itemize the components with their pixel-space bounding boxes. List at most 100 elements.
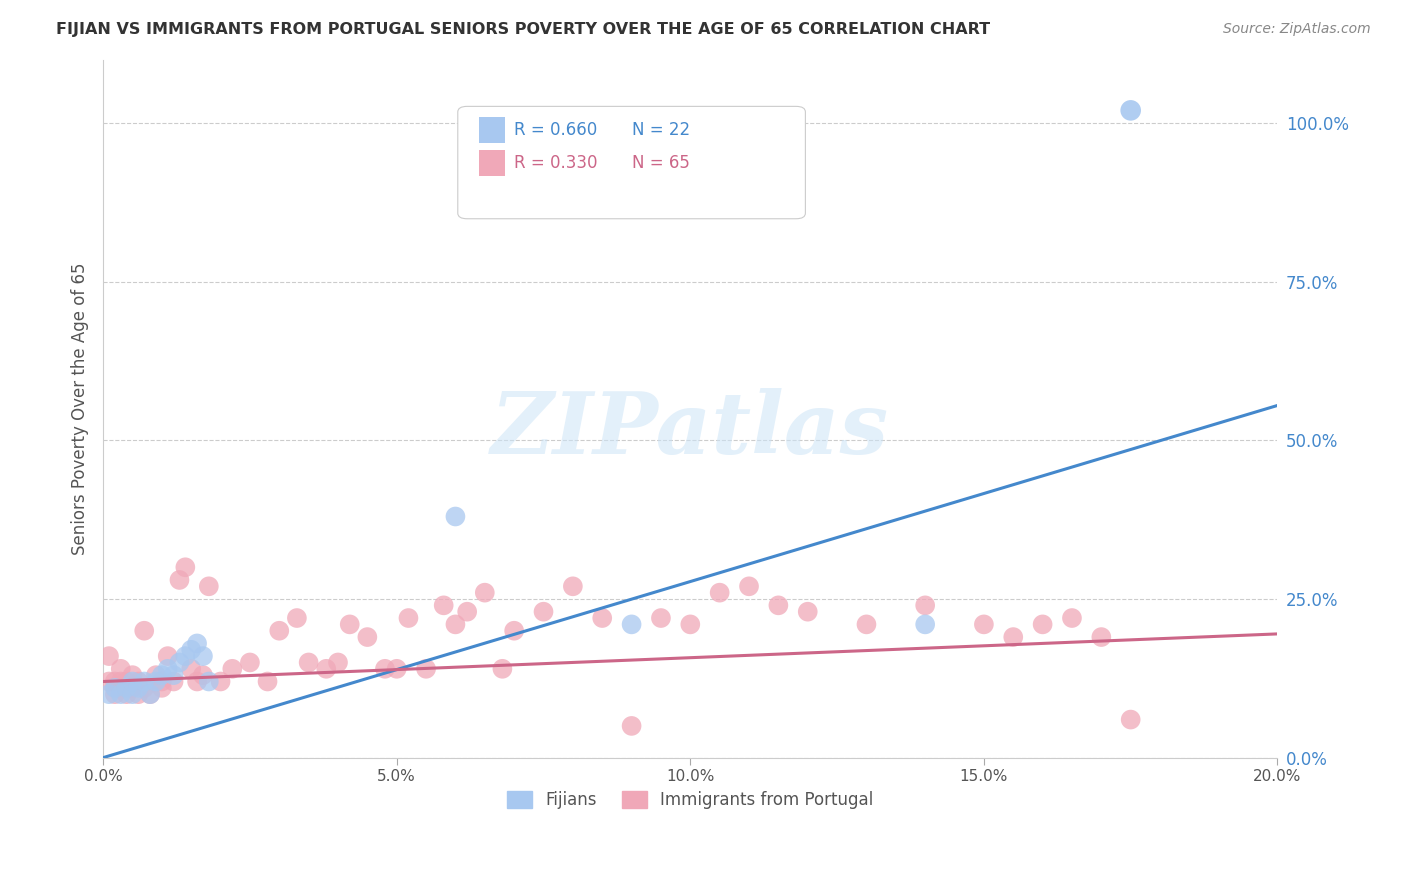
Point (239, 656, 262, 670)
Point (134, 674, 156, 689)
Point (855, 617, 877, 632)
FancyBboxPatch shape (458, 106, 806, 219)
Point (180, 662, 202, 676)
Point (145, 674, 167, 689)
Point (174, 560, 197, 574)
Text: Source: ZipAtlas.com: Source: ZipAtlas.com (1223, 22, 1371, 37)
Point (191, 668, 214, 682)
Point (127, 687, 149, 701)
Text: R = 0.330: R = 0.330 (515, 154, 598, 172)
Point (444, 509, 467, 524)
Point (650, 611, 672, 625)
Point (156, 662, 179, 676)
Point (591, 611, 613, 625)
Point (456, 605, 478, 619)
Point (679, 617, 702, 632)
Point (221, 662, 243, 676)
Point (169, 573, 191, 587)
Text: ZIPatlas: ZIPatlas (491, 388, 890, 471)
Text: N = 22: N = 22 (631, 121, 690, 139)
FancyBboxPatch shape (479, 117, 505, 144)
Legend: Fijians, Immigrants from Portugal: Fijians, Immigrants from Portugal (501, 784, 880, 815)
Point (150, 668, 173, 682)
Point (121, 674, 143, 689)
Text: R = 0.660: R = 0.660 (515, 121, 598, 139)
Point (104, 687, 127, 701)
Point (115, 687, 138, 701)
Point (198, 674, 221, 689)
Point (104, 674, 127, 689)
Point (134, 681, 156, 695)
Point (973, 617, 995, 632)
Point (768, 599, 790, 613)
Point (433, 599, 456, 613)
Point (796, 605, 818, 619)
Point (191, 649, 214, 664)
Point (298, 656, 321, 670)
Point (1060, 611, 1083, 625)
Point (162, 674, 184, 689)
Point (1032, 617, 1054, 632)
Point (385, 662, 408, 676)
Point (174, 649, 197, 664)
Text: N = 65: N = 65 (631, 154, 689, 172)
Point (145, 668, 167, 682)
Point (914, 599, 936, 613)
Point (356, 630, 378, 644)
Point (110, 662, 132, 676)
Point (1090, 630, 1112, 644)
Point (156, 649, 179, 664)
Point (315, 662, 337, 676)
Point (914, 617, 936, 632)
Point (444, 617, 467, 632)
Point (98, 674, 121, 689)
Point (503, 624, 526, 638)
Point (491, 662, 513, 676)
Point (115, 674, 138, 689)
Point (709, 585, 731, 599)
Point (127, 681, 149, 695)
Point (121, 681, 143, 695)
Point (209, 674, 232, 689)
Point (415, 662, 437, 676)
Y-axis label: Seniors Poverty Over the Age of 65: Seniors Poverty Over the Age of 65 (72, 262, 89, 555)
Point (620, 719, 643, 733)
Point (104, 681, 127, 695)
Point (127, 674, 149, 689)
Point (186, 674, 208, 689)
Point (1119, 103, 1142, 118)
Point (1119, 713, 1142, 727)
Point (285, 611, 308, 625)
Point (121, 687, 143, 701)
Point (98, 687, 121, 701)
Point (339, 617, 361, 632)
Point (256, 674, 278, 689)
Point (374, 662, 396, 676)
Point (115, 681, 138, 695)
Point (139, 687, 162, 701)
Point (180, 642, 202, 657)
Point (269, 624, 291, 638)
Point (620, 617, 643, 632)
Point (98, 649, 121, 664)
FancyBboxPatch shape (479, 150, 505, 177)
Point (326, 656, 349, 670)
Point (162, 668, 184, 682)
Point (561, 579, 583, 593)
Point (474, 585, 496, 599)
Point (150, 681, 173, 695)
Point (110, 687, 132, 701)
Text: FIJIAN VS IMMIGRANTS FROM PORTUGAL SENIORS POVERTY OVER THE AGE OF 65 CORRELATIO: FIJIAN VS IMMIGRANTS FROM PORTUGAL SENIO… (56, 22, 990, 37)
Point (169, 656, 191, 670)
Point (150, 674, 173, 689)
Point (121, 668, 143, 682)
Point (134, 624, 156, 638)
Point (533, 605, 555, 619)
Point (198, 579, 221, 593)
Point (738, 579, 761, 593)
Point (1002, 630, 1025, 644)
Point (139, 687, 162, 701)
Point (110, 674, 132, 689)
Point (186, 636, 208, 650)
Point (398, 611, 420, 625)
